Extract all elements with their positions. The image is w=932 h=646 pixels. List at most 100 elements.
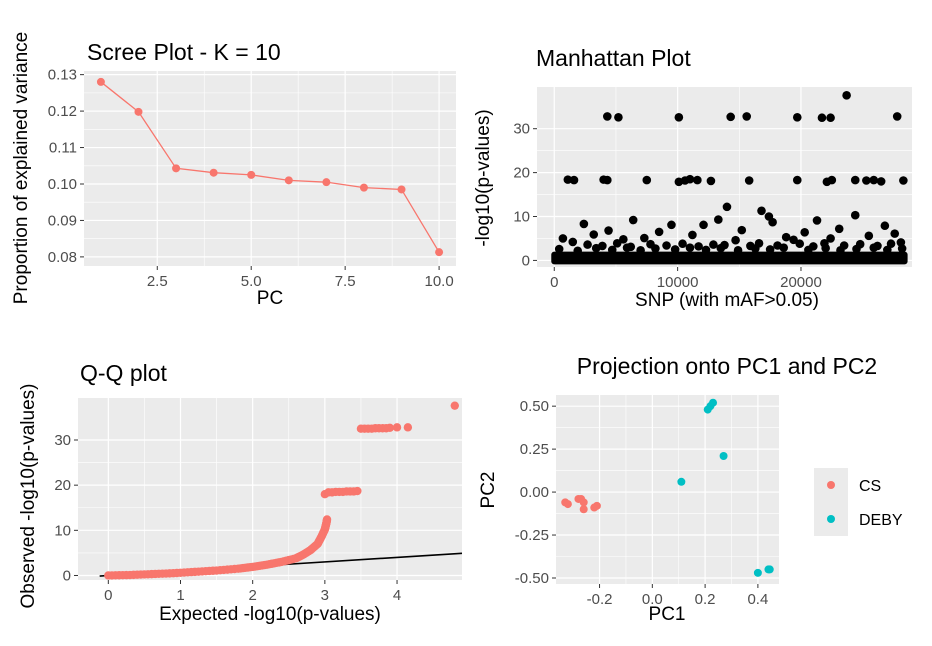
manhattan-point	[651, 244, 660, 253]
manhattan-title: Manhattan Plot	[536, 45, 691, 71]
qq-y-label: Observed -log10(p-values)	[18, 384, 39, 609]
manhattan-point	[792, 112, 802, 122]
legend-key-deby	[827, 515, 835, 523]
manhattan-point	[804, 245, 813, 255]
manhattan-point	[563, 175, 573, 184]
scree-point	[435, 248, 444, 257]
manhattan-point	[850, 210, 860, 220]
manhattan-point	[709, 240, 718, 249]
scree-title: Scree Plot - K = 10	[87, 39, 281, 65]
manhattan-point	[640, 233, 649, 243]
manhattan-point	[579, 219, 589, 229]
manhattan-point	[583, 240, 592, 249]
manhattan-y-label: -log10(p-values)	[473, 109, 494, 246]
x-tick-label: 4	[393, 587, 401, 604]
manhattan-point	[607, 245, 617, 255]
y-tick-label: 20	[54, 477, 71, 494]
manhattan-point	[834, 224, 844, 234]
y-tick-label: 30	[513, 121, 530, 138]
x-tick-label: 2	[249, 587, 257, 604]
manhattan-point	[603, 175, 612, 185]
y-tick-label: -0.50	[515, 570, 549, 587]
scree-x-label: PC	[257, 288, 283, 309]
qq-point	[353, 486, 362, 496]
scree-point	[209, 168, 218, 177]
pca-legend: CS DEBY	[814, 468, 903, 536]
scree-y-axis: 0.08 0.09 0.10 0.11 0.12 0.13	[48, 67, 84, 266]
manhattan-point	[568, 237, 578, 247]
pca-point-cs	[592, 501, 601, 510]
pca-x-axis: -0.2 0.0 0.2 0.4	[587, 584, 768, 608]
manhattan-point	[864, 231, 874, 241]
manhattan-point	[795, 239, 805, 249]
manhattan-point	[603, 112, 612, 121]
x-tick-label: 0.0	[642, 591, 663, 608]
manhattan-point	[792, 175, 802, 185]
manhattan-point	[714, 215, 723, 224]
y-tick-label: 0.11	[49, 140, 77, 157]
pca-point-deby	[709, 398, 718, 407]
x-tick-label: 0	[550, 274, 558, 291]
pca-points	[561, 398, 774, 577]
scree-points	[96, 77, 444, 257]
x-tick-label: 10000	[657, 274, 699, 291]
manhattan-dense-band	[551, 251, 908, 265]
manhattan-point	[869, 243, 879, 252]
pca-plot-area	[556, 395, 779, 584]
manhattan-y-axis: 0 10 20 30	[513, 121, 537, 269]
y-tick-label: 0.13	[48, 67, 77, 84]
manhattan-point	[674, 112, 684, 122]
x-tick-label: 10.0	[424, 273, 453, 290]
manhattan-point	[768, 217, 777, 227]
manhattan-point	[836, 246, 845, 255]
scree-point	[359, 183, 368, 192]
manhattan-point	[765, 245, 775, 254]
manhattan-point	[619, 235, 628, 244]
manhattan-point	[757, 206, 766, 216]
y-tick-label: 0	[63, 567, 71, 584]
y-tick-label: 10	[513, 209, 530, 226]
scree-line	[100, 81, 440, 253]
pca-point-deby	[753, 568, 762, 577]
manhattan-point	[670, 245, 680, 254]
x-tick-label: 0.4	[747, 591, 768, 608]
manhattan-point	[744, 176, 754, 185]
manhattan-points	[554, 91, 908, 256]
qq-point	[208, 566, 218, 575]
manhattan-point	[642, 175, 652, 185]
manhattan-point	[781, 232, 791, 242]
manhattan-point	[685, 243, 695, 252]
qq-x-label: Expected -log10(p-values)	[159, 604, 381, 625]
scree-x-axis: 2.5 5.0 7.5 10.0	[147, 266, 454, 290]
manhattan-point	[554, 244, 564, 254]
manhattan-point	[880, 221, 890, 231]
scree-point	[322, 178, 331, 187]
manhattan-point	[869, 175, 879, 185]
manhattan-point	[737, 225, 747, 235]
manhattan-point	[573, 246, 583, 256]
qq-points	[104, 401, 459, 580]
qq-point	[187, 567, 196, 577]
manhattan-point	[899, 176, 908, 185]
manhattan-point	[667, 220, 676, 230]
manhattan-point	[779, 243, 789, 252]
scree-point	[172, 164, 181, 173]
manhattan-point	[821, 243, 830, 253]
manhattan-point	[890, 229, 900, 238]
y-tick-label: 0.50	[520, 398, 549, 415]
manhattan-point	[800, 228, 809, 237]
scree-point	[96, 77, 105, 86]
qq-point	[143, 570, 153, 579]
manhattan-point	[722, 202, 732, 212]
y-tick-label: 0.10	[48, 176, 77, 193]
manhattan-x-axis: 0 10000 20000	[550, 267, 822, 291]
manhattan-point	[558, 234, 568, 243]
scree-point	[247, 170, 256, 179]
qq-point	[322, 515, 332, 525]
manhattan-point	[726, 112, 735, 122]
y-tick-label: 20	[513, 165, 530, 182]
qq-title: Q-Q plot	[80, 360, 168, 386]
manhattan-point	[742, 112, 752, 121]
y-tick-label: 0.09	[48, 212, 77, 229]
